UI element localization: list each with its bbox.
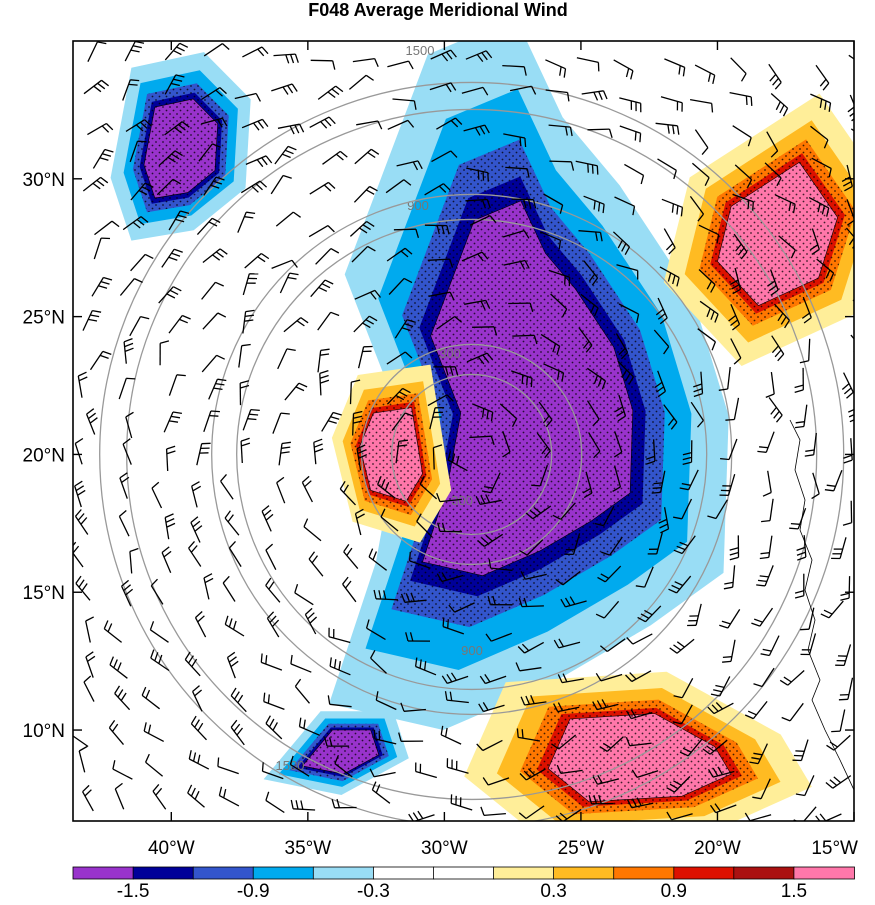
- y-tick-label-4: 10°N: [23, 721, 65, 742]
- colorbar-label-3: 0.3: [540, 881, 566, 900]
- colorbar-swatch-6: [434, 867, 495, 879]
- colorbar-swatch-12: [794, 867, 855, 879]
- x-tick-label-1: 35°W: [285, 838, 332, 859]
- colorbar-swatch-4: [313, 867, 374, 879]
- colorbar-swatch-11: [734, 867, 795, 879]
- y-tick-label-3: 15°N: [23, 583, 65, 604]
- x-tick-label-0: 40°W: [148, 838, 195, 859]
- range-ring-label-4: 1500: [406, 43, 435, 58]
- colorbar-swatch-1: [133, 867, 194, 879]
- colorbar-swatch-9: [614, 867, 675, 879]
- range-ring-label-3: 900: [461, 643, 483, 658]
- colorbar-swatch-2: [193, 867, 254, 879]
- colorbar-label-1: -0.9: [237, 881, 270, 900]
- colorbar-swatch-7: [494, 867, 555, 879]
- colorbar-swatch-8: [554, 867, 615, 879]
- y-tick-label-1: 25°N: [23, 308, 65, 329]
- y-tick-label-2: 20°N: [23, 445, 65, 466]
- x-tick-label-5: 15°W: [811, 838, 858, 859]
- colorbar-swatch-3: [253, 867, 314, 879]
- chart-title: F048 Average Meridional Wind: [308, 0, 568, 20]
- colorbar-label-2: -0.3: [357, 881, 390, 900]
- colorbar-swatch-5: [373, 867, 434, 879]
- colorbar-label-4: 0.9: [661, 881, 687, 900]
- colorbar: -1.5 -0.9 -0.3 0.3 0.9 1.5: [73, 867, 855, 900]
- x-tick-label-2: 30°W: [421, 838, 468, 859]
- x-tick-label-4: 20°W: [694, 838, 741, 859]
- colorbar-label-5: 1.5: [781, 881, 807, 900]
- wind-barb-146: [855, 271, 868, 296]
- x-tick-label-3: 25°W: [558, 838, 605, 859]
- y-tick-label-0: 30°N: [23, 170, 65, 191]
- colorbar-swatch-0: [73, 867, 134, 879]
- wind-barb-167: [853, 300, 865, 325]
- colorbar-label-0: -1.5: [117, 881, 150, 900]
- colorbar-swatch-10: [674, 867, 735, 879]
